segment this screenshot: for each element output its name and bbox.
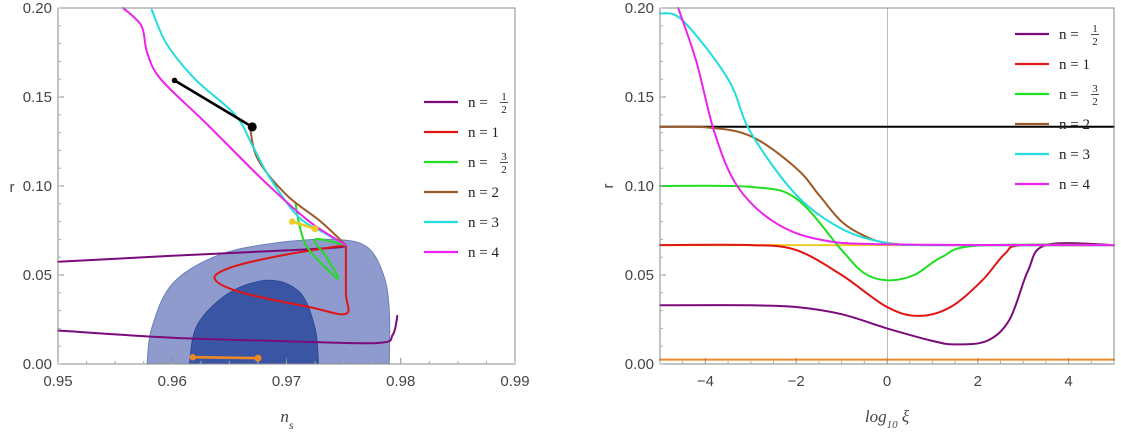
legend-frac-den: 2 bbox=[1092, 96, 1098, 108]
x-tick-label: 0.97 bbox=[272, 373, 301, 390]
series-line-n=3 bbox=[150, 8, 347, 247]
legend-label: n = bbox=[468, 95, 488, 111]
right-y-axis-label: r bbox=[600, 184, 617, 189]
marker-yellow-end bbox=[311, 225, 319, 233]
x-tick-label: 0.96 bbox=[158, 373, 187, 390]
series-line-n=3-2 bbox=[659, 184, 1115, 282]
legend-frac-num: 1 bbox=[1092, 23, 1098, 35]
legend-frac-num: 3 bbox=[1092, 83, 1098, 95]
y-tick-label: 0.15 bbox=[23, 89, 52, 106]
contour-68pct bbox=[188, 279, 320, 365]
series-line-n=3-2 bbox=[294, 202, 347, 280]
marker-black-end bbox=[247, 122, 257, 132]
right-ticks: −4 −2 0 2 4 0.00 0.05 0.10 0.15 0.20 bbox=[625, 0, 1115, 390]
legend-label: n = 3 bbox=[1059, 147, 1090, 163]
right-panel: −4 −2 0 2 4 0.00 0.05 0.10 0.15 0.20 log10 ξ r n … bbox=[600, 0, 1115, 431]
x-tick-label: −4 bbox=[697, 373, 714, 390]
series-line-orange bbox=[191, 355, 260, 360]
legend-label: n = 4 bbox=[468, 245, 499, 261]
legend-label: n = 2 bbox=[1059, 117, 1090, 133]
x-tick-label: 0.98 bbox=[386, 373, 415, 390]
series-line-n=1 bbox=[213, 244, 350, 316]
x-tick-label: −2 bbox=[788, 373, 805, 390]
y-tick-label: 0.10 bbox=[625, 178, 654, 195]
right-x-axis-label: log10 ξ bbox=[865, 407, 910, 431]
x-tick-label: 0 bbox=[883, 373, 891, 390]
x-tick-label: 0.99 bbox=[500, 373, 529, 390]
series-line-n=1-2 bbox=[659, 242, 1115, 346]
left-y-axis-label: r bbox=[10, 179, 15, 196]
legend-frac-den: 2 bbox=[501, 164, 507, 176]
legend-label: n = bbox=[1059, 87, 1079, 103]
legend-frac-den: 2 bbox=[1092, 36, 1098, 48]
legend-frac-num: 3 bbox=[501, 151, 507, 163]
legend-label: n = 1 bbox=[468, 125, 499, 141]
right-legend: n = 12n = 1n = 32n = 2n = 3n = 4 bbox=[1015, 23, 1099, 193]
left-ticks: 0.95 0.96 0.97 0.98 0.99 0.00 0.05 0.10 0.15 0.20 bbox=[23, 0, 530, 390]
legend-label: n = 3 bbox=[468, 215, 499, 231]
series-line-n=1 bbox=[659, 243, 1115, 317]
x-tick-label: 0.95 bbox=[43, 373, 72, 390]
y-tick-label: 0.15 bbox=[625, 89, 654, 106]
legend-label: n = bbox=[1059, 27, 1079, 43]
legend-label: n = 1 bbox=[1059, 57, 1090, 73]
y-tick-label: 0.05 bbox=[625, 267, 654, 284]
legend-label: n = 2 bbox=[468, 185, 499, 201]
left-legend: n = 12n = 1n = 32n = 2n = 3n = 4 bbox=[424, 91, 508, 261]
y-tick-label: 0.00 bbox=[23, 356, 52, 373]
marker-orange-start bbox=[189, 354, 197, 361]
marker-black-start bbox=[171, 77, 178, 84]
legend-label: n = 4 bbox=[1059, 177, 1090, 193]
marker-yellow-start bbox=[289, 218, 296, 225]
y-tick-label: 0.00 bbox=[625, 356, 654, 373]
x-tick-label: 4 bbox=[1064, 373, 1072, 390]
legend-frac-den: 2 bbox=[501, 104, 507, 116]
legend-label: n = bbox=[468, 155, 488, 171]
y-tick-label: 0.10 bbox=[23, 178, 52, 195]
x-tick-label: 2 bbox=[974, 373, 982, 390]
legend-frac-num: 1 bbox=[501, 91, 507, 103]
left-series bbox=[57, 7, 399, 362]
series-line-black bbox=[173, 79, 254, 129]
y-tick-label: 0.20 bbox=[23, 0, 52, 17]
series-line-n=1-2-1 bbox=[57, 314, 399, 345]
right-series bbox=[659, 7, 1115, 361]
y-tick-label: 0.20 bbox=[625, 0, 654, 17]
series-line-n=2 bbox=[248, 125, 347, 247]
series-line-yellow bbox=[290, 220, 317, 230]
series-line-n=1-2-0 bbox=[57, 244, 347, 263]
y-tick-label: 0.05 bbox=[23, 267, 52, 284]
marker-orange-end bbox=[254, 354, 262, 362]
series-line-n=4 bbox=[122, 7, 347, 247]
left-panel: 0.95 0.96 0.97 0.98 0.99 0.00 0.05 0.10 0.15 0.20… bbox=[10, 0, 530, 432]
series-line-n=4 bbox=[677, 7, 1115, 247]
left-x-axis-label: ns bbox=[280, 407, 294, 432]
